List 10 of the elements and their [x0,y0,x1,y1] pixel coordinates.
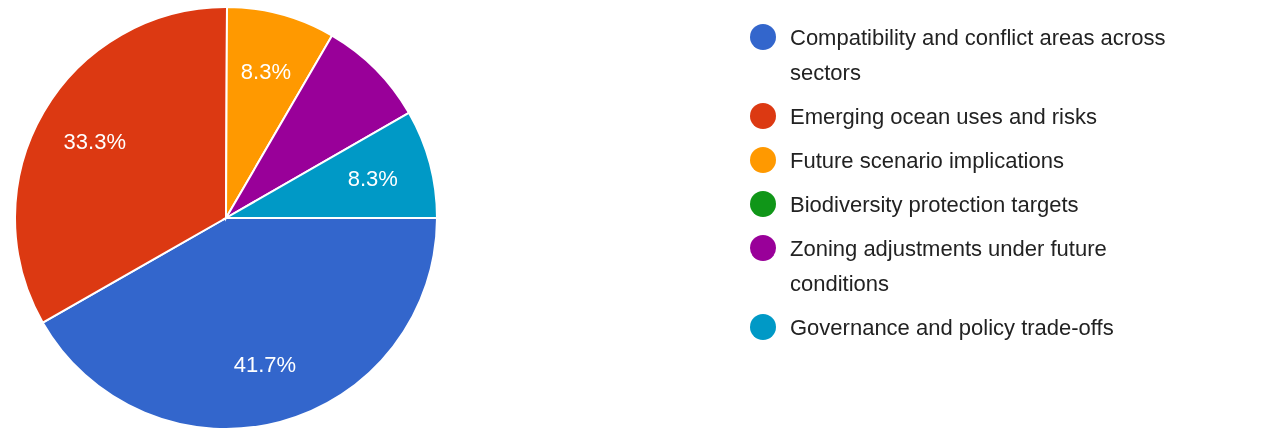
data-label: 41.7% [233,352,297,378]
legend-label: Compatibility and conflict areas across sectors [790,24,1166,85]
data-label: 8.3% [347,166,398,192]
legend-label: Zoning adjustments under future conditions [790,235,1107,296]
legend-label: Emerging ocean uses and risks [790,103,1097,129]
legend-label: Future scenario implications [790,147,1064,173]
legend-label: Biodiversity protection targets [790,191,1079,217]
data-label: 8.3% [240,58,291,84]
data-label: 33.3% [63,128,126,154]
legend-label: Governance and policy trade-offs [790,314,1114,340]
